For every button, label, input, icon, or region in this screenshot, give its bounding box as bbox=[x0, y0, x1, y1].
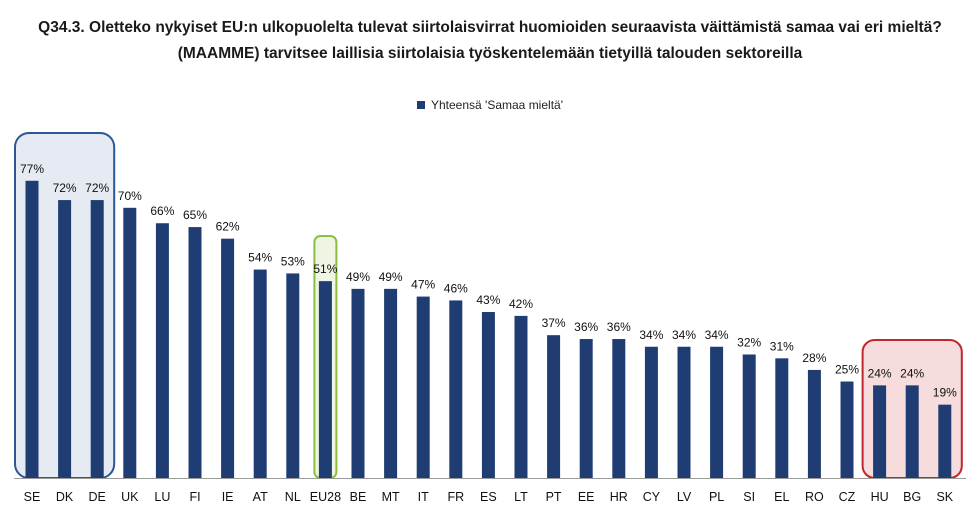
value-label-de: 72% bbox=[85, 181, 109, 195]
value-label-mt: 49% bbox=[379, 270, 403, 284]
category-label-sk: SK bbox=[936, 490, 953, 504]
chart-title-line2: (MAAMME) tarvitsee laillisia siirtolaisi… bbox=[177, 45, 803, 62]
category-label-be: BE bbox=[350, 490, 367, 504]
bar-nl bbox=[286, 273, 300, 478]
value-label-cy: 34% bbox=[639, 328, 663, 342]
bar-es bbox=[481, 312, 495, 478]
value-label-bg: 24% bbox=[900, 366, 924, 380]
category-label-cy: CY bbox=[643, 490, 661, 504]
bar-sk bbox=[938, 404, 952, 478]
bar-pl bbox=[710, 346, 724, 478]
value-label-si: 32% bbox=[737, 335, 761, 349]
legend-swatch bbox=[417, 100, 425, 109]
category-label-nl: NL bbox=[285, 490, 301, 504]
category-label-ie: IE bbox=[222, 490, 234, 504]
value-label-hu: 24% bbox=[868, 366, 892, 380]
bar-cy bbox=[644, 346, 658, 478]
category-label-hu: HU bbox=[871, 490, 889, 504]
bar-el bbox=[775, 358, 789, 478]
bar-mt bbox=[384, 288, 398, 478]
value-label-be: 49% bbox=[346, 270, 370, 284]
legend-label: Yhteensä 'Samaa mieltä' bbox=[431, 97, 563, 112]
bar-lu bbox=[155, 223, 169, 478]
value-label-uk: 70% bbox=[118, 189, 142, 203]
bar-ro bbox=[807, 369, 821, 478]
bar-at bbox=[253, 269, 267, 478]
value-label-lt: 42% bbox=[509, 297, 533, 311]
category-label-fi: FI bbox=[189, 490, 200, 504]
bar-fr bbox=[449, 300, 463, 478]
category-label-pt: PT bbox=[546, 490, 562, 504]
bar-eu28 bbox=[318, 281, 332, 478]
value-label-pl: 34% bbox=[705, 328, 729, 342]
value-label-ie: 62% bbox=[216, 220, 240, 234]
bar-dk bbox=[58, 200, 72, 478]
category-label-it: IT bbox=[418, 490, 429, 504]
value-label-se: 77% bbox=[20, 162, 44, 176]
category-label-cz: CZ bbox=[839, 490, 856, 504]
bar-si bbox=[742, 354, 756, 478]
bar-be bbox=[351, 288, 365, 478]
bar-hr bbox=[612, 339, 626, 478]
category-label-es: ES bbox=[480, 490, 497, 504]
bar-bg bbox=[905, 385, 919, 478]
category-label-ro: RO bbox=[805, 490, 824, 504]
bar-pt bbox=[547, 335, 561, 478]
bar-cz bbox=[840, 381, 854, 478]
bar-lv bbox=[677, 346, 691, 478]
category-label-pl: PL bbox=[709, 490, 724, 504]
category-label-lt: LT bbox=[514, 490, 528, 504]
value-label-fr: 46% bbox=[444, 281, 468, 295]
value-label-eu28: 51% bbox=[313, 262, 337, 276]
value-label-ee: 36% bbox=[574, 320, 598, 334]
value-label-at: 54% bbox=[248, 251, 272, 265]
category-label-uk: UK bbox=[121, 490, 139, 504]
category-label-ee: EE bbox=[578, 490, 595, 504]
category-label-mt: MT bbox=[382, 490, 400, 504]
category-label-at: AT bbox=[253, 490, 268, 504]
bar-ee bbox=[579, 339, 593, 478]
value-label-el: 31% bbox=[770, 339, 794, 353]
category-label-lv: LV bbox=[677, 490, 692, 504]
value-label-lu: 66% bbox=[150, 204, 174, 218]
value-label-nl: 53% bbox=[281, 254, 305, 268]
value-label-pt: 37% bbox=[542, 316, 566, 330]
chart-legend: Yhteensä 'Samaa mieltä' bbox=[0, 97, 980, 112]
value-label-hr: 36% bbox=[607, 320, 631, 334]
bar-ie bbox=[221, 238, 235, 478]
chart-title-line1: Q34.3. Oletteko nykyiset EU:n ulkopuolel… bbox=[38, 19, 942, 36]
value-label-es: 43% bbox=[476, 293, 500, 307]
category-label-fr: FR bbox=[447, 490, 464, 504]
bar-de bbox=[90, 200, 104, 478]
bar-it bbox=[416, 296, 430, 478]
category-label-si: SI bbox=[743, 490, 755, 504]
category-label-de: DE bbox=[89, 490, 106, 504]
bar-lt bbox=[514, 315, 528, 478]
bar-hu bbox=[873, 385, 887, 478]
category-label-eu28: EU28 bbox=[310, 490, 341, 504]
bar-uk bbox=[123, 207, 137, 479]
category-label-bg: BG bbox=[903, 490, 921, 504]
category-label-lu: LU bbox=[154, 490, 170, 504]
category-label-se: SE bbox=[24, 490, 41, 504]
value-label-cz: 25% bbox=[835, 363, 859, 377]
bar-se bbox=[25, 180, 39, 478]
value-label-dk: 72% bbox=[53, 181, 77, 195]
bar-fi bbox=[188, 227, 202, 478]
value-label-sk: 19% bbox=[933, 386, 957, 400]
value-label-fi: 65% bbox=[183, 208, 207, 222]
category-label-dk: DK bbox=[56, 490, 74, 504]
category-label-hr: HR bbox=[610, 490, 628, 504]
category-label-el: EL bbox=[774, 490, 789, 504]
value-label-it: 47% bbox=[411, 278, 435, 292]
value-label-ro: 28% bbox=[802, 351, 826, 365]
value-label-lv: 34% bbox=[672, 328, 696, 342]
